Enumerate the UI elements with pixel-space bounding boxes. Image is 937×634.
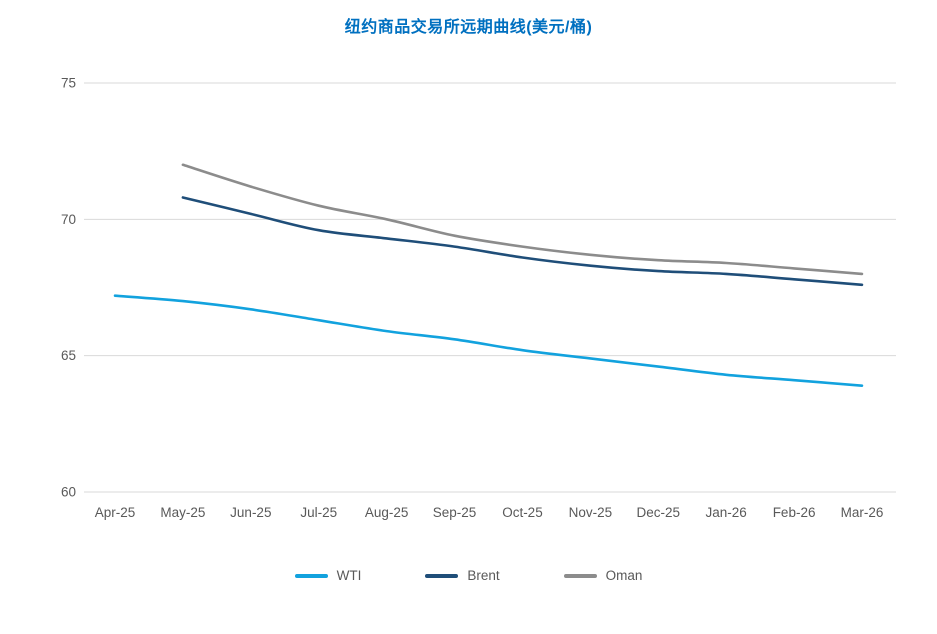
- brent-line-swatch-icon: [425, 573, 459, 578]
- x-axis-tick-Jan-26: Jan-26: [706, 505, 747, 520]
- series-line-oman: [181, 163, 864, 276]
- legend-label-oman: Oman: [605, 568, 643, 583]
- oman-line-swatch-icon: [563, 573, 597, 578]
- series-line-brent: [181, 196, 864, 287]
- legend-item-brent: Brent: [425, 568, 500, 583]
- x-axis-tick-Apr-25: Apr-25: [95, 505, 136, 520]
- y-axis-tick-60: 60: [61, 485, 76, 500]
- y-axis-tick-70: 70: [61, 212, 76, 227]
- y-axis-tick-65: 65: [61, 348, 76, 363]
- x-axis-tick-Aug-25: Aug-25: [365, 505, 409, 520]
- legend-label-brent: Brent: [467, 568, 500, 583]
- x-axis-tick-Oct-25: Oct-25: [502, 505, 543, 520]
- x-axis-tick-Jun-25: Jun-25: [230, 505, 271, 520]
- x-axis-tick-Mar-26: Mar-26: [841, 505, 884, 520]
- x-axis-tick-Feb-26: Feb-26: [773, 505, 816, 520]
- legend-item-wti: WTI: [294, 568, 362, 583]
- chart-title: 纽约商品交易所远期曲线(美元/桶): [344, 19, 593, 36]
- wti-line-swatch-icon: [294, 573, 328, 578]
- x-axis-tick-Jul-25: Jul-25: [300, 505, 337, 520]
- legend-item-oman: Oman: [563, 568, 643, 583]
- x-axis-tick-Nov-25: Nov-25: [569, 505, 613, 520]
- x-axis-tick-May-25: May-25: [160, 505, 205, 520]
- x-axis-tick-Dec-25: Dec-25: [637, 505, 681, 520]
- legend-label-wti: WTI: [336, 568, 362, 583]
- series-line-wti: [113, 294, 864, 387]
- y-axis-tick-75: 75: [61, 76, 76, 91]
- chart-legend: WTI Brent Oman: [0, 568, 937, 583]
- x-axis-tick-Sep-25: Sep-25: [433, 505, 477, 520]
